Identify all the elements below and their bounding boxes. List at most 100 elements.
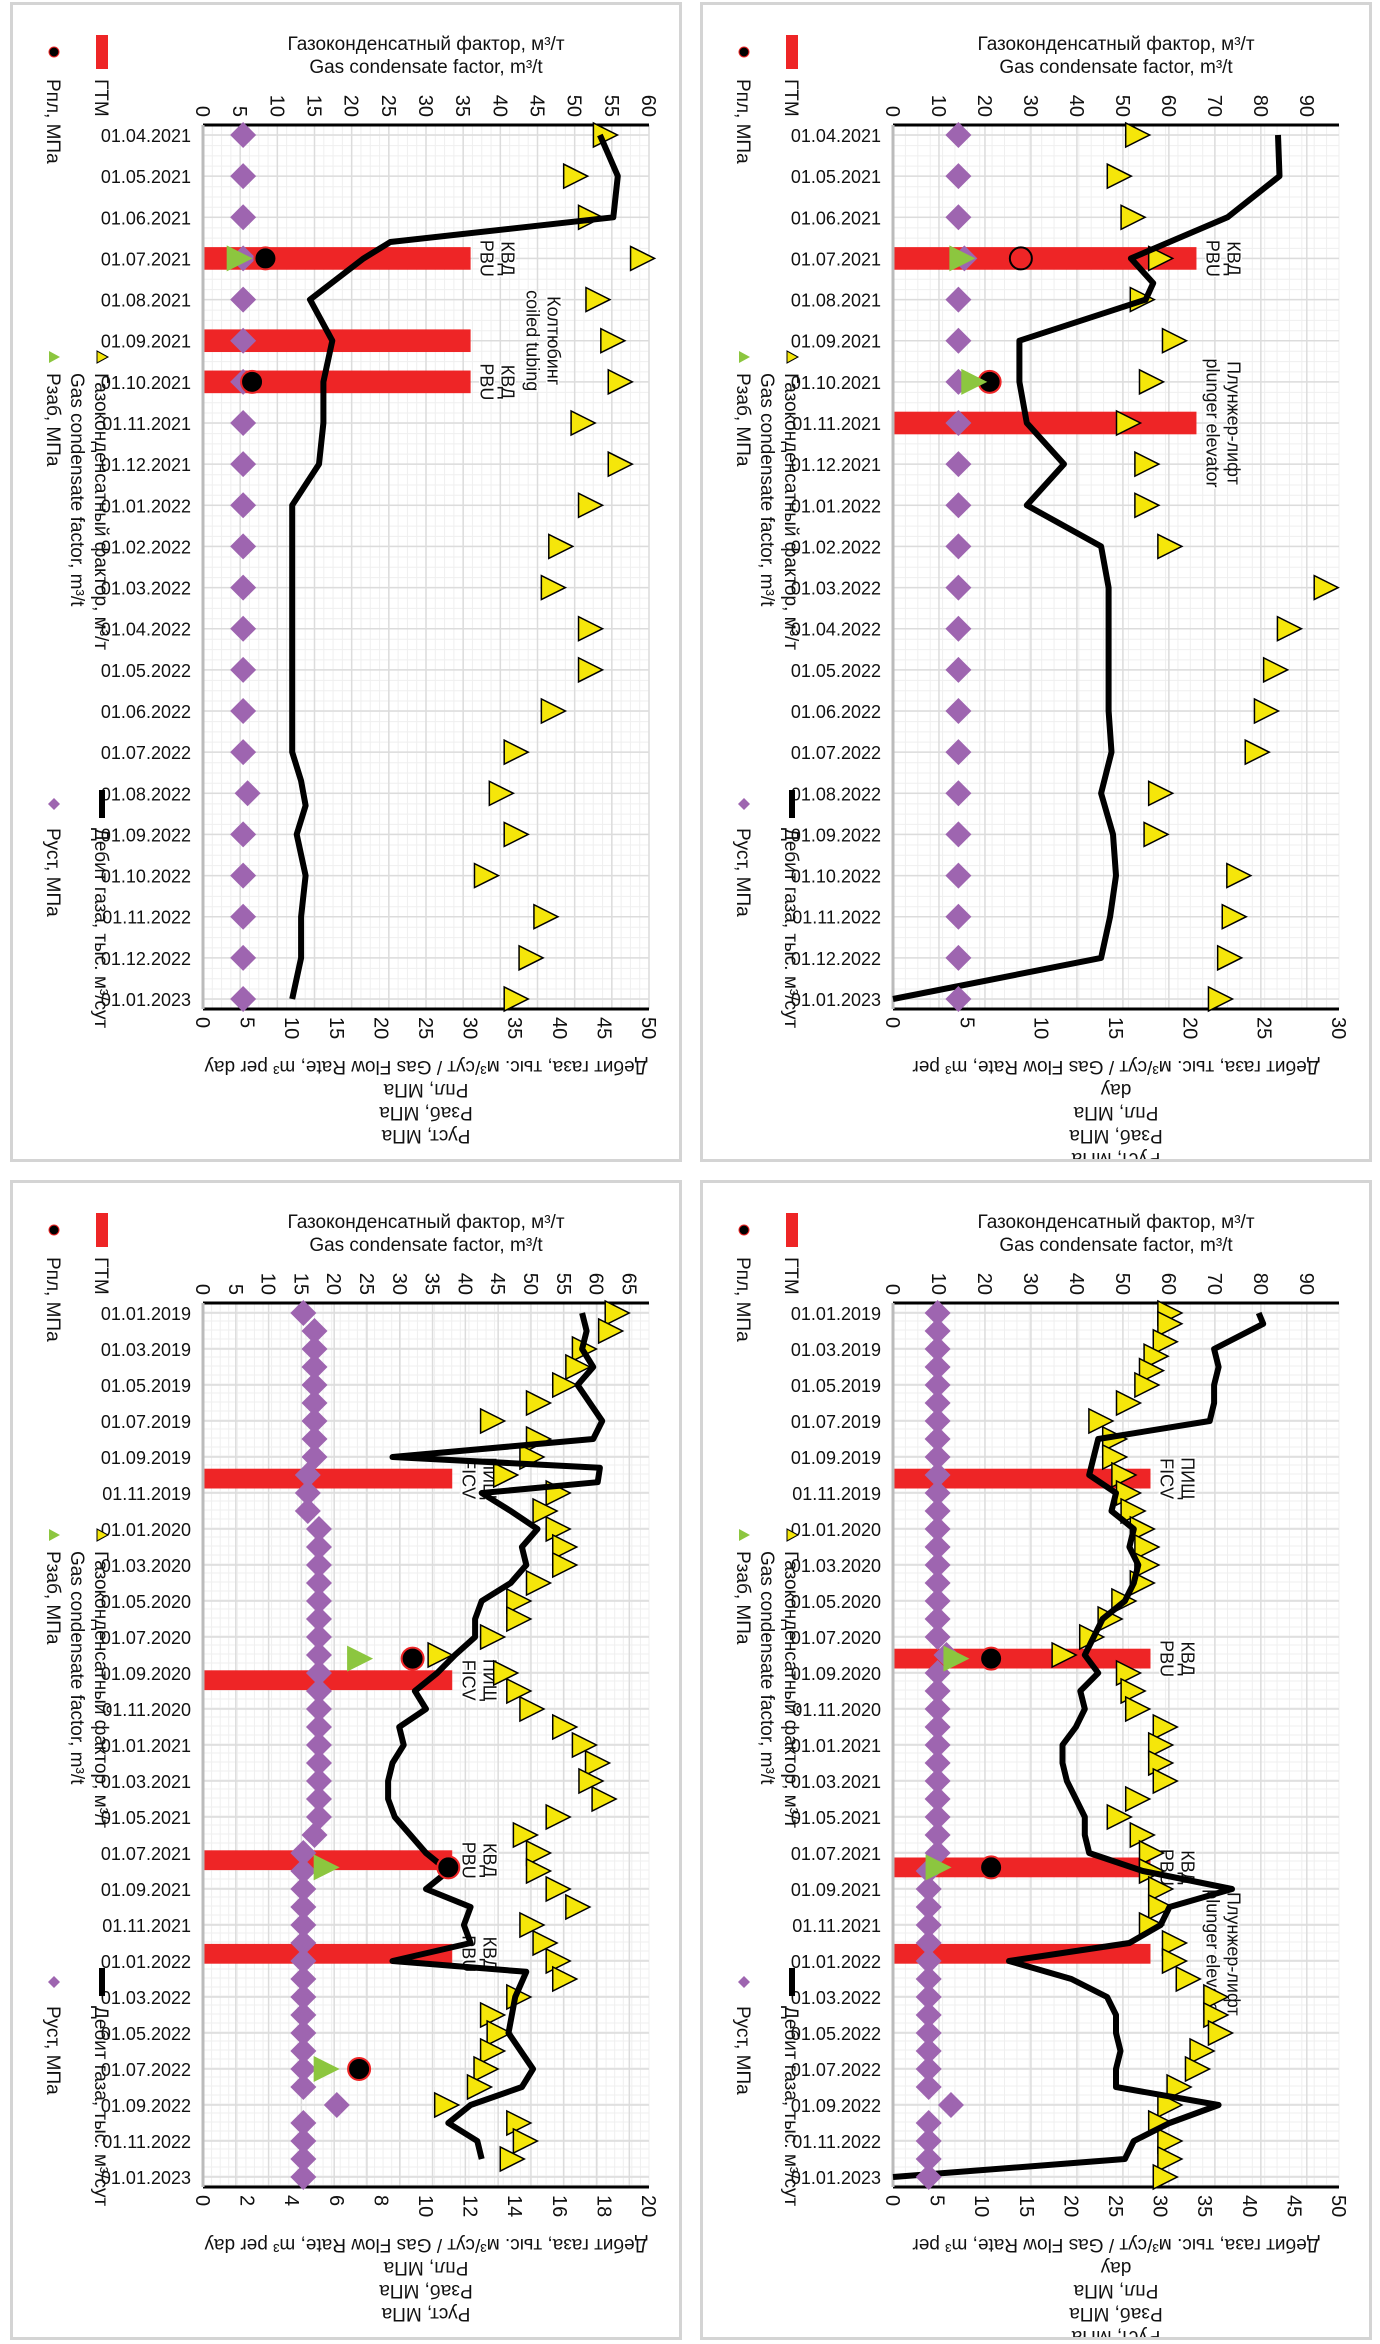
pzab-marker (943, 1645, 970, 1672)
pust-marker (945, 698, 972, 724)
ppl-marker (436, 1855, 461, 1880)
pust-marker (230, 122, 257, 148)
condensate-marker (1152, 1713, 1179, 1741)
y-axis-title-right: Дебит газа, тыс. м³/сут / Gas Flow Rate,… (204, 1056, 648, 1077)
legend-label: Руст, МПа (42, 828, 63, 917)
condensate-marker (604, 1299, 631, 1327)
pust-marker (915, 1894, 942, 1920)
tick-label-right: 18 (592, 2195, 614, 2217)
ppl-marker (347, 2057, 372, 2081)
pust-marker (915, 1984, 942, 2010)
pust-marker (230, 821, 257, 848)
condensate-marker (479, 1623, 507, 1651)
legend-label: Газоконденсатный фактор, м³/т (780, 373, 801, 650)
condensate-marker (551, 1713, 579, 1741)
tick-label-right: 12 (459, 2195, 481, 2217)
x-tick-label: 01.07.2019 (101, 1412, 191, 1432)
tick-label-right: 5 (236, 1017, 258, 1028)
x-tick-label: 01.07.2022 (101, 743, 191, 763)
tick-label-left: 65 (617, 1273, 639, 1295)
condensate-marker (1216, 944, 1244, 972)
legend: ГТМ Рпл, МПа Газоконденсатный фактор, м³/т… (732, 35, 801, 1028)
tick-label-right: 15 (325, 1017, 347, 1039)
legend-swatch-factor (786, 350, 800, 364)
pust-marker (301, 1354, 328, 1380)
event-label: FICV (458, 1660, 478, 1701)
tick-label-right: 10 (1030, 1017, 1052, 1039)
tick-label-left: 15 (303, 95, 325, 117)
legend-label: Рпл, МПа (42, 79, 63, 164)
condensate-marker (545, 1803, 572, 1831)
gas-rate-line (385, 1312, 606, 2160)
condensate-marker (1253, 697, 1281, 725)
series-circle (347, 1646, 461, 2081)
x-tick-label: 01.09.2022 (101, 2096, 191, 2116)
tick-label-left: 10 (927, 95, 949, 117)
condensate-marker (551, 1551, 579, 1579)
y-axis-title-left: Газоконденсатный фактор, м³/т (287, 34, 564, 55)
tick-label-left: 20 (340, 95, 362, 117)
condensate-marker (1221, 903, 1248, 930)
pust-marker (915, 2020, 942, 2046)
event-label: FICV (458, 1458, 478, 1499)
tick-label-left: 30 (388, 1273, 410, 1295)
tick-label-right: 25 (1104, 2195, 1126, 2217)
condensate-marker (551, 1965, 579, 1993)
event-label: КВД (479, 1843, 499, 1877)
legend-label: Дебит газа, тыс. м³/сут (780, 2006, 801, 2206)
condensate-marker (492, 1461, 520, 1489)
legend-swatch-ppl (48, 46, 60, 58)
x-tick-label: 01.03.2022 (791, 579, 881, 599)
legend-label: Руст, МПа (732, 2006, 753, 2095)
legend-swatch-ppl (738, 46, 750, 58)
tick-label-left: 45 (486, 1273, 508, 1295)
legend-label: ГТМ (90, 1257, 111, 1295)
condensate-marker (1124, 121, 1152, 149)
y-axis-title-left: Gas condensate factor, m³/t (309, 57, 543, 78)
x-tick-label: 01.03.2021 (791, 1772, 881, 1792)
condensate-marker (584, 1749, 612, 1777)
condensate-marker (1157, 2145, 1184, 2173)
x-tick-label: 01.05.2021 (791, 1808, 881, 1828)
pust-marker (230, 615, 257, 642)
legend-swatch-pust (48, 1976, 60, 1988)
legend-swatch-pzab (49, 351, 60, 363)
x-tick-label: 01.12.2022 (791, 949, 881, 969)
pust-marker (301, 1318, 328, 1344)
condensate-marker (1152, 1767, 1179, 1795)
condensate-marker (503, 985, 530, 1013)
legend-label: ГТМ (780, 1257, 801, 1295)
x-tick-label: 01.03.2019 (101, 1340, 191, 1360)
gas-rate-line (892, 134, 1283, 1002)
legend-swatch-pust (738, 1976, 750, 1988)
y-axis-title-right: Дебит газа, тыс. м³/сут / Gas Flow Rate,… (912, 2234, 1320, 2255)
series-green-triangle (949, 245, 988, 395)
legend-label: Gas condensate factor, m³/t (66, 373, 87, 607)
pust-marker (915, 2002, 942, 2028)
x-tick-label: 01.01.2023 (791, 2168, 881, 2188)
tick-label-right: 20 (637, 2195, 659, 2217)
series-triangle (1051, 1299, 1235, 2191)
pust-marker (230, 698, 257, 724)
condensate-marker (565, 1893, 592, 1921)
x-tick-label: 01.11.2022 (102, 2132, 191, 2152)
pust-marker (230, 903, 257, 930)
condensate-marker (525, 1857, 553, 1885)
condensate-marker (1143, 821, 1170, 848)
condensate-marker (1262, 656, 1290, 684)
condensate-marker (1134, 1533, 1161, 1561)
condensate-marker (488, 780, 516, 807)
series-circle (240, 246, 278, 394)
x-tick-label: 01.09.2022 (791, 825, 881, 845)
x-tick-label: 01.06.2022 (101, 702, 191, 722)
condensate-marker (570, 409, 597, 437)
condensate-marker (1203, 1983, 1230, 2011)
tick-label-left: 45 (526, 95, 548, 117)
tick-label-right: 40 (1238, 2195, 1260, 2217)
condensate-marker (1244, 738, 1271, 766)
x-tick-label: 01.08.2022 (101, 784, 191, 804)
x-tick-label: 01.08.2021 (791, 291, 881, 311)
condensate-marker (1134, 1371, 1161, 1399)
x-tick-label: 01.01.2022 (101, 496, 191, 516)
